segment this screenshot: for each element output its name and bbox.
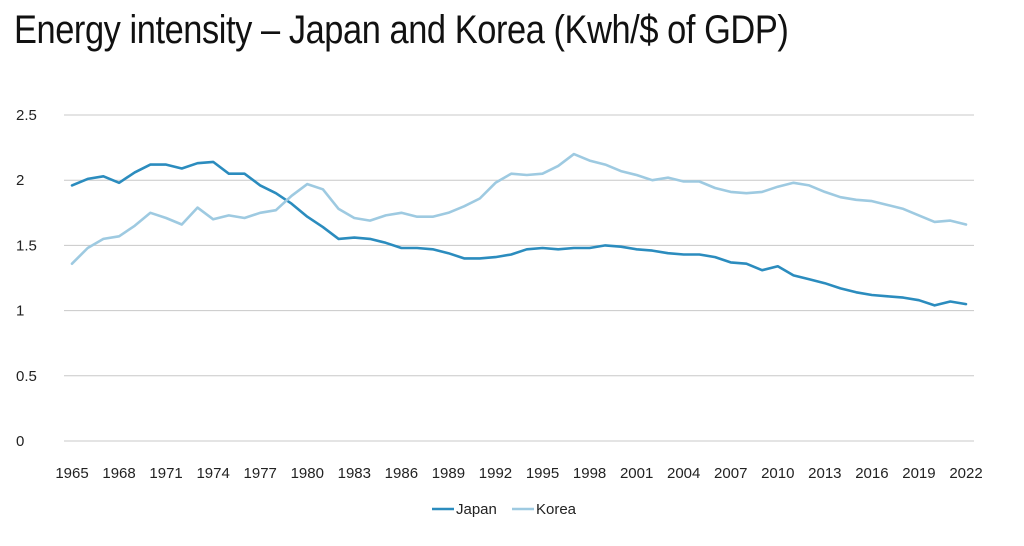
x-tick-label: 1977: [244, 465, 277, 482]
x-tick-label: 1968: [102, 465, 135, 482]
y-tick-label: 2: [16, 172, 24, 189]
x-tick-label: 2007: [714, 465, 747, 482]
x-axis-ticks: 1965 1968 1971 1974 1977 1980 1983 1986 1989 1992…: [55, 465, 982, 482]
y-tick-label: 0: [16, 433, 24, 450]
x-tick-label: 1965: [55, 465, 88, 482]
x-tick-label: 2019: [902, 465, 935, 482]
x-tick-label: 2004: [667, 465, 700, 482]
x-tick-label: 1974: [196, 465, 229, 482]
legend: Japan Korea: [432, 501, 577, 518]
x-tick-label: 2013: [808, 465, 841, 482]
y-tick-label: 1.5: [16, 237, 37, 254]
series-line-japan: [70, 160, 968, 307]
x-tick-label: 1980: [291, 465, 324, 482]
legend-label-japan: Japan: [456, 501, 497, 518]
y-tick-label: 2.5: [16, 107, 37, 124]
x-tick-label: 1992: [479, 465, 512, 482]
y-axis-ticks: 0 0.5 1 1.5 2 2.5: [16, 107, 37, 450]
gridlines: [64, 114, 974, 442]
x-tick-label: 2010: [761, 465, 794, 482]
series-lines: [70, 152, 968, 307]
x-tick-label: 2001: [620, 465, 653, 482]
y-tick-label: 1: [16, 303, 24, 320]
x-tick-label: 1998: [573, 465, 606, 482]
y-tick-label: 0.5: [16, 368, 37, 385]
x-tick-label: 1989: [432, 465, 465, 482]
x-tick-label: 1986: [385, 465, 418, 482]
x-tick-label: 1995: [526, 465, 559, 482]
legend-label-korea: Korea: [536, 501, 577, 518]
x-tick-label: 1971: [149, 465, 182, 482]
x-tick-label: 1983: [338, 465, 371, 482]
x-tick-label: 2022: [949, 465, 982, 482]
series-line-korea: [70, 152, 968, 266]
chart-title: Energy intensity – Japan and Korea (Kwh/…: [14, 8, 789, 52]
x-tick-label: 2016: [855, 465, 888, 482]
